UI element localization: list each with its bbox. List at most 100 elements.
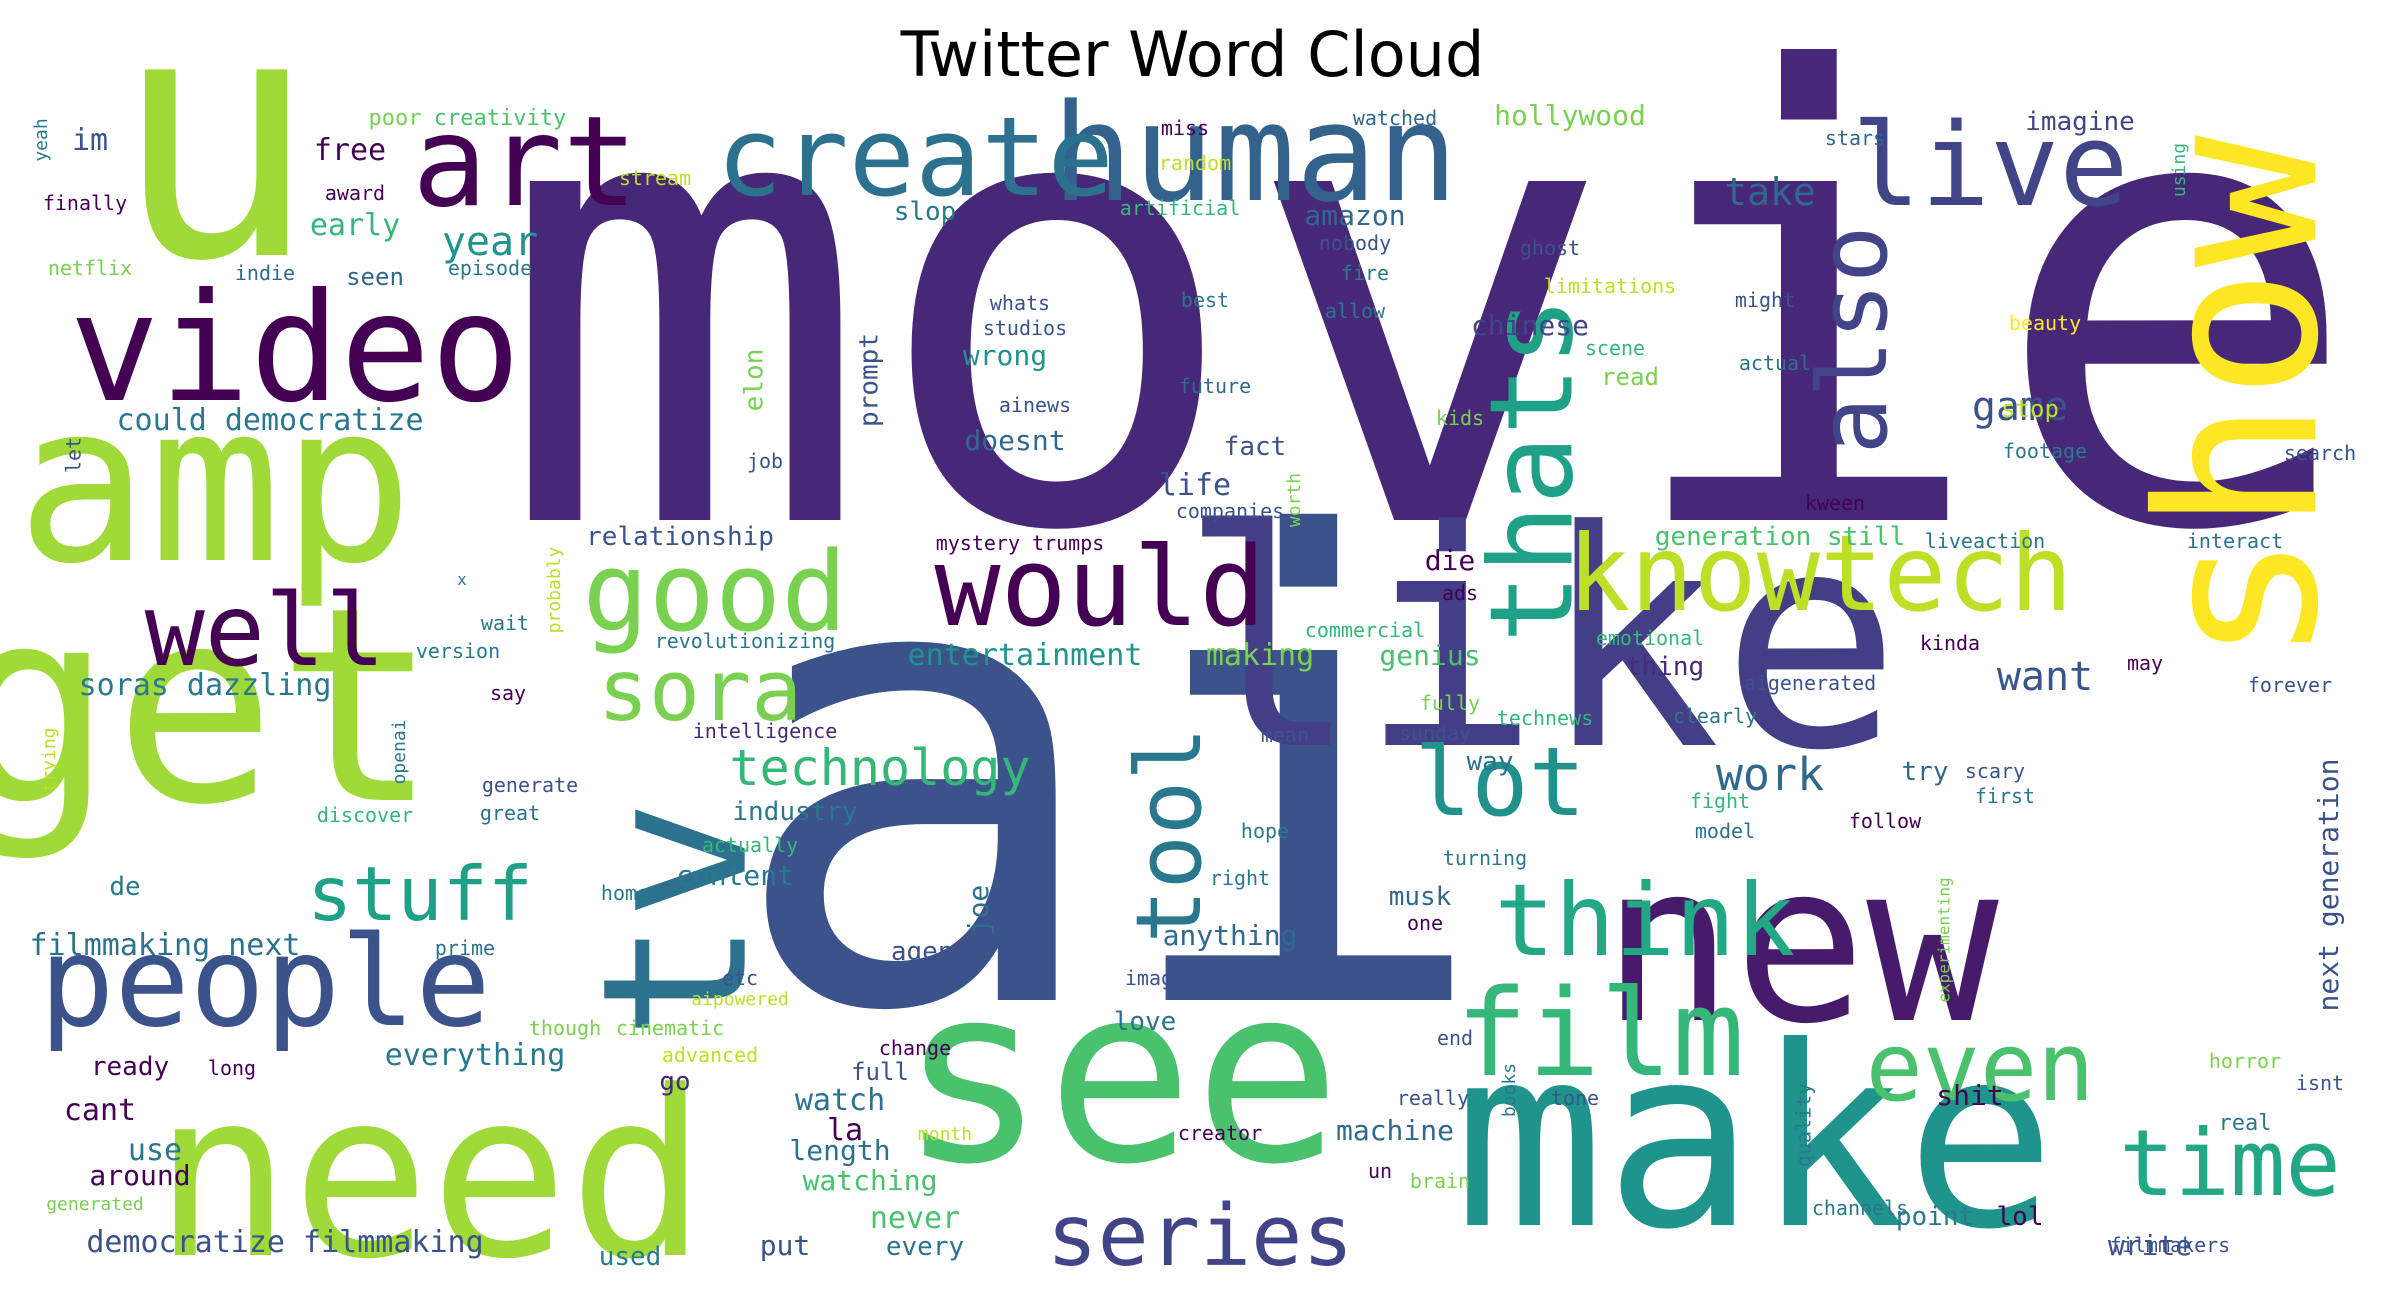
word-life: life (1159, 468, 1231, 503)
word-clearly: clearly (1673, 704, 1757, 728)
word-cinematic: cinematic (616, 1016, 724, 1040)
word-channels: channels (1812, 1196, 1908, 1220)
word-early: early (310, 208, 400, 243)
word-actually: actually (702, 833, 798, 857)
word-point: point (1896, 1202, 1974, 1232)
word-mystery-trumps: mystery trumps (936, 531, 1105, 555)
word-future: future (1179, 374, 1251, 398)
word-like: like (1179, 467, 1901, 816)
word-generated: generated (46, 1194, 144, 1215)
word-used: used (599, 1242, 662, 1272)
word-movie: movie (497, 0, 2363, 667)
word-love: love (1114, 1007, 1177, 1037)
word-around: around (89, 1159, 190, 1192)
word-follow: follow (1849, 809, 1922, 833)
word-version: version (416, 639, 500, 663)
word-stream: stream (619, 166, 691, 190)
word-etc: etc (722, 966, 758, 990)
word-relationship: relationship (586, 522, 774, 552)
word-content: content (676, 859, 794, 892)
word-watch: watch (795, 1083, 885, 1118)
word-aipowered: aipowered (691, 989, 789, 1010)
word-making: making (1206, 638, 1314, 673)
word-creativity: creativity (434, 106, 566, 131)
word-creator: creator (1178, 1121, 1262, 1145)
word-democratize-filmmaking: democratize filmmaking (86, 1225, 483, 1260)
word-forever: forever (2248, 673, 2332, 697)
word-amazon: amazon (1304, 199, 1405, 232)
word-turning: turning (1443, 846, 1527, 870)
word-episode: episode (448, 256, 532, 280)
word-whats: whats (990, 291, 1050, 315)
word-liveaction: liveaction (1925, 529, 2045, 553)
word-see: see (899, 933, 1342, 1218)
word-get: get (0, 549, 439, 864)
word-genius: genius (1379, 639, 1480, 672)
word-experimenting: experimenting (1935, 877, 1954, 1002)
word-well: well (145, 572, 386, 689)
word-never: never (870, 1201, 960, 1236)
word-industry: industry (732, 797, 857, 827)
word-kids: kids (1436, 406, 1484, 430)
word-next-generation: next generation (2312, 759, 2345, 1012)
word-filmmakers: filmmakers (2110, 1233, 2230, 1257)
word-openai: openai (389, 719, 410, 784)
word-really: really (1397, 1086, 1469, 1110)
word-could-democratize: could democratize (116, 403, 423, 438)
word-good: good (583, 528, 848, 656)
word-isnt: isnt (2296, 1071, 2344, 1095)
word-yeah: yeah (31, 118, 52, 161)
word-art: art (412, 90, 638, 235)
word-un: un (1368, 1159, 1392, 1183)
word-ads: ads (1442, 581, 1478, 605)
word-thing: thing (1626, 652, 1704, 682)
word-one: one (1407, 911, 1443, 935)
word-kinda: kinda (1920, 631, 1980, 655)
word-limitations: limitations (1544, 274, 1676, 298)
word-ready: ready (91, 1052, 169, 1082)
word-home: home (601, 881, 649, 905)
word-discover: discover (317, 803, 413, 827)
word-probably: probably (544, 546, 565, 633)
word-think: think (1494, 862, 1795, 979)
word-put: put (760, 1229, 811, 1262)
word-right: right (1210, 866, 1270, 890)
word-entertainment: entertainment (908, 638, 1143, 673)
word-x: x (457, 570, 467, 589)
word-year: year (442, 219, 538, 265)
word-lol: lol (1997, 1202, 2044, 1232)
word-model: model (1695, 819, 1755, 843)
word-anything: anything (1163, 919, 1298, 952)
word-people: people (39, 910, 491, 1055)
word-elon: elon (740, 349, 770, 412)
word-game: game (1972, 384, 2068, 430)
word-footage: footage (2003, 439, 2087, 463)
word-emotional: emotional (1596, 626, 1704, 650)
word-fire: fire (1341, 261, 1389, 285)
word-generation-still: generation still (1655, 522, 1905, 552)
word-aigenerated: aigenerated (1744, 671, 1876, 695)
word-stop: stop (2001, 395, 2059, 423)
word-mean: mean (1261, 723, 1309, 747)
word-everything: everything (385, 1038, 566, 1073)
word-go: go (659, 1067, 690, 1097)
word-horror: horror (2209, 1049, 2281, 1073)
word-long: long (208, 1056, 256, 1080)
word-thats: thats (1466, 297, 1600, 643)
word-worth: worth (1284, 473, 1305, 527)
word-studios: studios (983, 316, 1067, 340)
word-actual: actual (1739, 351, 1811, 375)
word-amp: amp (16, 356, 413, 612)
word-quality: quality (1792, 1083, 1816, 1167)
word-u: u (113, 0, 318, 336)
word-im: im (72, 123, 108, 158)
word-let: let (62, 437, 86, 473)
word-shit: shit (1936, 1079, 2003, 1112)
word-random: random (1159, 151, 1231, 175)
word-also: also (1799, 226, 1909, 455)
word-tool: tool (1117, 727, 1222, 944)
word-companies: companies (1176, 499, 1284, 523)
word-sora: sora (598, 642, 803, 741)
word-create: create (716, 93, 1113, 221)
word-allow: allow (1325, 299, 1386, 323)
